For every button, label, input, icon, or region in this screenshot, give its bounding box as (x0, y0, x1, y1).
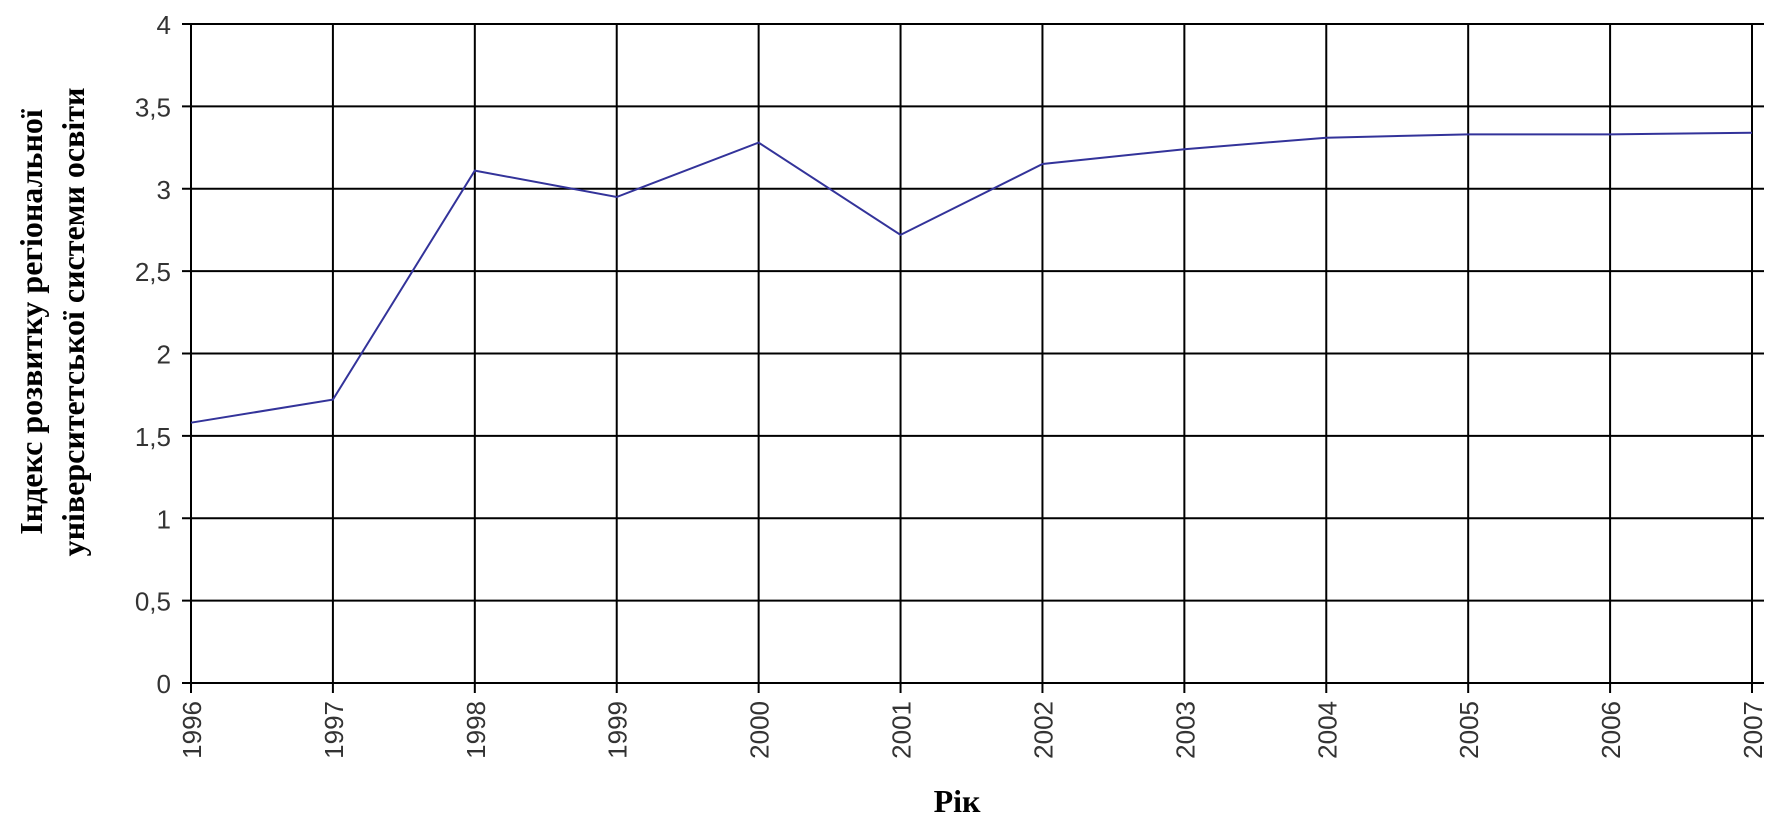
x-tick-label: 1996 (177, 701, 207, 759)
x-tick-label: 2004 (1312, 701, 1342, 759)
y-tick-label: 3 (157, 175, 171, 205)
x-tick-label: 2006 (1596, 701, 1626, 759)
x-tick-label: 2007 (1738, 701, 1768, 759)
x-tick-label: 2003 (1170, 701, 1200, 759)
x-tick-label: 2005 (1454, 701, 1484, 759)
y-tick-label: 2,5 (135, 257, 171, 287)
x-tick-label: 1998 (461, 701, 491, 759)
series-line-1 (190, 131, 1753, 424)
grid (182, 23, 1764, 693)
y-axis-title-line-2: університетської системи освіти (55, 88, 91, 557)
x-tick-label: 1997 (319, 701, 349, 759)
x-tick-label: 2002 (1028, 701, 1058, 759)
x-axis-tick-labels: 1996 1997 1998 1999 2000 2001 2002 2003 2004 2005… (177, 701, 1768, 759)
y-tick-label: 2 (157, 340, 171, 370)
x-tick-label: 1999 (603, 701, 633, 759)
y-axis-tick-labels: 0 0,5 1 1,5 2 2,5 3 3,5 4 (135, 10, 171, 699)
series-lines (190, 131, 1753, 424)
y-tick-label: 4 (157, 10, 171, 40)
x-tick-label: 2001 (887, 701, 917, 759)
y-tick-label: 1 (157, 504, 171, 534)
y-tick-label: 3,5 (135, 92, 171, 122)
x-axis-title: Рік (934, 783, 981, 819)
y-tick-label: 0,5 (135, 587, 171, 617)
y-tick-label: 0 (157, 669, 171, 699)
y-axis-title-line-1: Індекс розвитку регіональної (13, 108, 49, 535)
x-tick-label: 2000 (745, 701, 775, 759)
y-tick-label: 1,5 (135, 422, 171, 452)
